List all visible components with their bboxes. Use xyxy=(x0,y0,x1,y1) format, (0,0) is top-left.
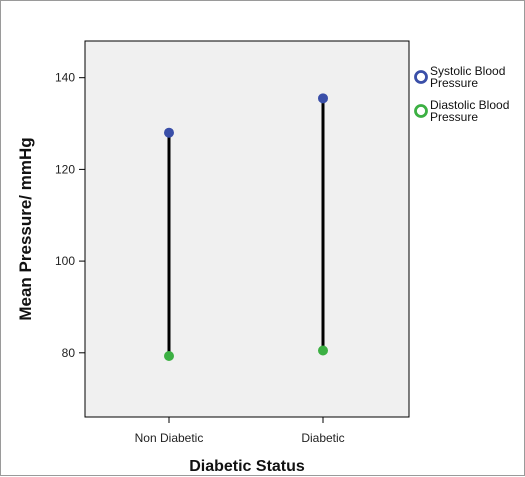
y-tick-label: 100 xyxy=(55,254,75,268)
x-axis-title: Diabetic Status xyxy=(189,458,305,475)
y-tick-label: 140 xyxy=(55,71,75,85)
y-tick-label: 120 xyxy=(55,162,75,176)
y-axis: 80 100 120 140 xyxy=(55,71,85,360)
data-point xyxy=(318,93,328,104)
y-axis-title: Mean Pressure/ mmHg xyxy=(16,137,35,320)
data-point xyxy=(164,127,174,138)
legend-label: Diastolic Blood Pressure xyxy=(430,98,509,124)
x-tick-label: Non Diabetic xyxy=(135,431,204,445)
plot-area xyxy=(84,40,410,418)
data-point xyxy=(164,351,174,362)
data-points xyxy=(164,93,328,362)
data-point xyxy=(318,345,328,356)
x-axis: Non Diabetic Diabetic xyxy=(135,417,345,445)
legend: Systolic Blood Pressure Diastolic Blood Pre… xyxy=(414,64,509,124)
legend-marker xyxy=(414,70,428,84)
legend-marker xyxy=(414,104,428,118)
x-tick-label: Diabetic xyxy=(301,431,344,445)
legend-label: Systolic Blood Pressure xyxy=(430,64,505,90)
drop-lines xyxy=(167,98,325,357)
y-tick-label: 80 xyxy=(62,346,76,360)
